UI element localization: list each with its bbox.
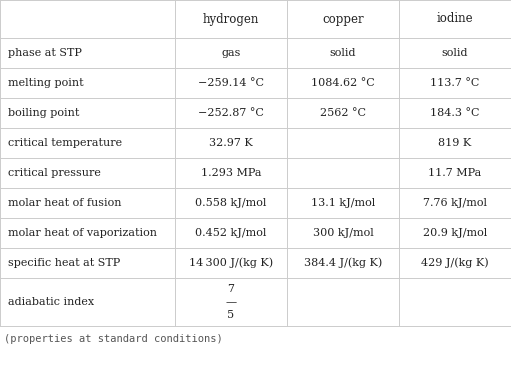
Text: 13.1 kJ/mol: 13.1 kJ/mol [311,198,375,208]
Text: —: — [225,297,237,307]
Text: 5: 5 [227,310,235,320]
Text: 20.9 kJ/mol: 20.9 kJ/mol [423,228,487,238]
Text: melting point: melting point [8,78,84,88]
Text: molar heat of vaporization: molar heat of vaporization [8,228,157,238]
Text: 429 J/(kg K): 429 J/(kg K) [421,258,489,268]
Text: 0.452 kJ/mol: 0.452 kJ/mol [195,228,267,238]
Text: boiling point: boiling point [8,108,79,118]
Text: adiabatic index: adiabatic index [8,297,94,307]
Text: 1084.62 °C: 1084.62 °C [311,78,375,88]
Text: −252.87 °C: −252.87 °C [198,108,264,118]
Text: 1.293 MPa: 1.293 MPa [201,168,261,178]
Text: solid: solid [442,48,468,58]
Text: critical pressure: critical pressure [8,168,101,178]
Text: hydrogen: hydrogen [203,12,259,26]
Text: 7.76 kJ/mol: 7.76 kJ/mol [423,198,487,208]
Text: (properties at standard conditions): (properties at standard conditions) [4,334,223,344]
Text: 300 kJ/mol: 300 kJ/mol [313,228,374,238]
Text: specific heat at STP: specific heat at STP [8,258,120,268]
Text: 14 300 J/(kg K): 14 300 J/(kg K) [189,258,273,268]
Text: −259.14 °C: −259.14 °C [198,78,264,88]
Text: critical temperature: critical temperature [8,138,122,148]
Text: iodine: iodine [437,12,473,26]
Text: molar heat of fusion: molar heat of fusion [8,198,122,208]
Text: 0.558 kJ/mol: 0.558 kJ/mol [195,198,267,208]
Text: 819 K: 819 K [438,138,472,148]
Text: solid: solid [330,48,356,58]
Text: 7: 7 [227,284,235,294]
Text: copper: copper [322,12,364,26]
Text: 384.4 J/(kg K): 384.4 J/(kg K) [304,258,382,268]
Text: 2562 °C: 2562 °C [320,108,366,118]
Text: 184.3 °C: 184.3 °C [430,108,480,118]
Text: gas: gas [221,48,241,58]
Text: 113.7 °C: 113.7 °C [430,78,480,88]
Text: 32.97 K: 32.97 K [209,138,253,148]
Text: phase at STP: phase at STP [8,48,82,58]
Text: 11.7 MPa: 11.7 MPa [428,168,482,178]
